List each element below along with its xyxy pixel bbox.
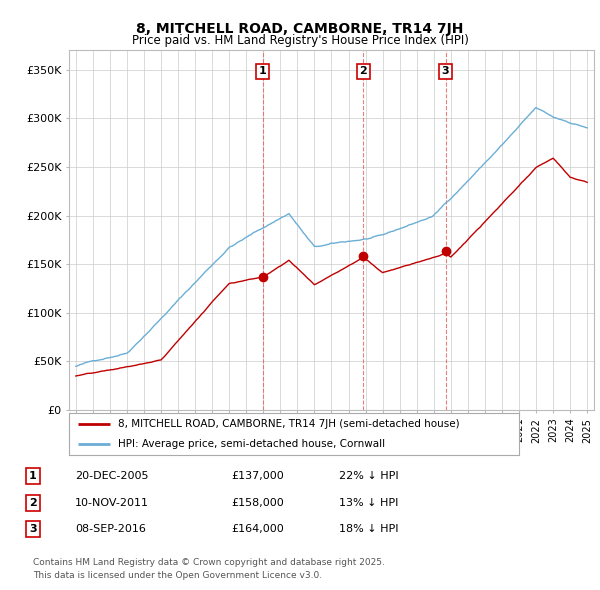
Text: 8, MITCHELL ROAD, CAMBORNE, TR14 7JH: 8, MITCHELL ROAD, CAMBORNE, TR14 7JH	[136, 22, 464, 37]
Text: 3: 3	[29, 525, 37, 534]
Text: 08-SEP-2016: 08-SEP-2016	[75, 525, 146, 534]
Text: 13% ↓ HPI: 13% ↓ HPI	[339, 498, 398, 507]
Text: £164,000: £164,000	[231, 525, 284, 534]
Text: 22% ↓ HPI: 22% ↓ HPI	[339, 471, 398, 481]
Text: 20-DEC-2005: 20-DEC-2005	[75, 471, 149, 481]
Text: 2: 2	[29, 498, 37, 507]
Text: 18% ↓ HPI: 18% ↓ HPI	[339, 525, 398, 534]
Text: 1: 1	[29, 471, 37, 481]
Text: 8, MITCHELL ROAD, CAMBORNE, TR14 7JH (semi-detached house): 8, MITCHELL ROAD, CAMBORNE, TR14 7JH (se…	[119, 419, 460, 430]
Text: 2: 2	[359, 66, 367, 76]
Text: 10-NOV-2011: 10-NOV-2011	[75, 498, 149, 507]
Text: Contains HM Land Registry data © Crown copyright and database right 2025.
This d: Contains HM Land Registry data © Crown c…	[33, 558, 385, 580]
Text: £158,000: £158,000	[231, 498, 284, 507]
Text: 3: 3	[442, 66, 449, 76]
Text: HPI: Average price, semi-detached house, Cornwall: HPI: Average price, semi-detached house,…	[119, 439, 386, 449]
Text: 1: 1	[259, 66, 266, 76]
Text: Price paid vs. HM Land Registry's House Price Index (HPI): Price paid vs. HM Land Registry's House …	[131, 34, 469, 47]
Text: £137,000: £137,000	[231, 471, 284, 481]
